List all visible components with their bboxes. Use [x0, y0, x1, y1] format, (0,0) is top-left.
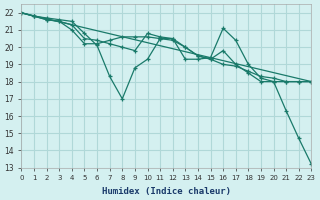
- X-axis label: Humidex (Indice chaleur): Humidex (Indice chaleur): [102, 187, 231, 196]
